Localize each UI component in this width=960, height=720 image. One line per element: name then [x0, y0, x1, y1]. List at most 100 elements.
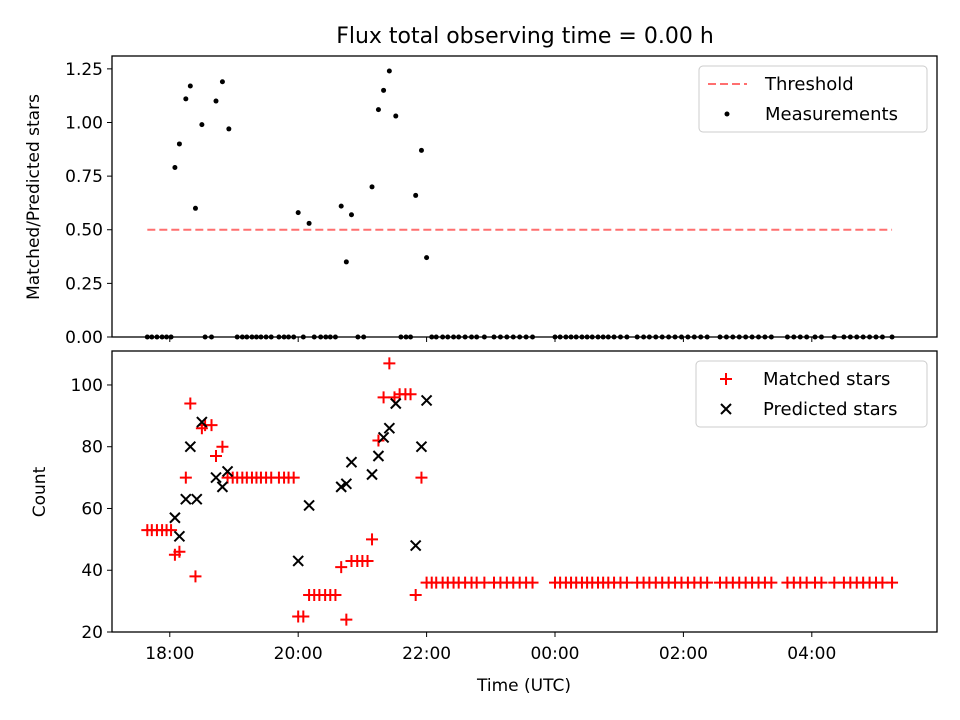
predicted-star-marker: [409, 539, 422, 552]
x-tick-label: 00:00: [530, 644, 579, 664]
predicted-star-marker: [169, 512, 181, 524]
matched-star-marker: [620, 576, 633, 589]
x-tick-label: 20:00: [274, 644, 323, 664]
top-legend: Threshold Measurements: [698, 65, 928, 133]
predicted-star-marker: [372, 450, 385, 462]
measurements-legend-label: Measurements: [765, 104, 898, 125]
matched-legend-swatch: [720, 373, 732, 385]
top-y-tick-label: 0.00: [65, 328, 103, 348]
measurement-point: [375, 107, 381, 113]
measurement-point: [199, 122, 205, 128]
matched-star-marker: [179, 471, 192, 484]
matched-star-marker: [404, 388, 417, 401]
matched-star-marker: [886, 576, 899, 589]
matched-star-marker: [361, 554, 374, 567]
bottom-ticks: 18:00 20:00 22:00 00:00 02:00 04:00 20 40 60 80 10…: [71, 376, 837, 664]
predicted-star-marker: [340, 478, 353, 490]
measurement-point: [424, 255, 430, 261]
x-tick-label: 22:00: [402, 644, 451, 664]
predicted-star-marker: [292, 555, 304, 567]
x-tick-label: 04:00: [787, 644, 836, 664]
matched-star-marker: [366, 533, 379, 546]
bottom-legend-box: [695, 360, 928, 428]
bottom-y-tick-label: 80: [81, 438, 103, 458]
matched-star-marker: [765, 576, 778, 589]
measurement-point: [295, 210, 301, 216]
top-panel: Flux total observing time = 0.00 h 0.00 0…: [24, 24, 938, 348]
measurement-point: [192, 205, 198, 211]
measurement-point: [187, 83, 193, 89]
bottom-y-tick-label: 20: [81, 623, 103, 643]
matched-star-marker: [173, 545, 186, 558]
predicted-legend-swatch: [720, 403, 732, 415]
x-axis-label: Time (UTC): [476, 676, 571, 696]
measurement-point: [213, 98, 219, 104]
bottom-panel: 18:00 20:00 22:00 00:00 02:00 04:00 20 40 60 80 10…: [30, 350, 938, 696]
measurements-legend-swatch: [724, 111, 730, 117]
bottom-axes-frame: [111, 350, 938, 633]
bottom-legend: Matched stars Predicted stars: [695, 360, 928, 428]
matched-star-marker: [383, 357, 396, 370]
top-y-tick-label: 0.75: [65, 167, 103, 187]
predicted-star-marker: [216, 481, 229, 493]
bottom-y-tick-label: 40: [81, 561, 103, 581]
predicted-star-marker: [420, 394, 433, 407]
matched-star-marker: [372, 434, 385, 447]
top-chart-title: Flux total observing time = 0.00 h: [336, 24, 714, 49]
x-tick-label: 18:00: [145, 644, 194, 664]
predicted-star-marker: [173, 530, 186, 542]
top-ticks: 0.00 0.25 0.50 0.75 1.00 1.25: [65, 60, 813, 348]
measurement-point: [219, 79, 225, 85]
predicted-star-marker: [390, 397, 402, 410]
matched-star-marker: [377, 391, 390, 404]
matched-legend-label: Matched stars: [763, 369, 890, 390]
top-y-axis-label: Matched/Predicted stars: [24, 94, 44, 300]
matched-star-marker: [205, 419, 218, 432]
measurement-point: [172, 165, 178, 171]
matched-star-marker: [216, 440, 229, 453]
predicted-star-marker: [184, 441, 197, 453]
predicted-legend-label: Predicted stars: [763, 399, 897, 420]
bottom-y-tick-label: 100: [71, 376, 103, 396]
predicted-star-marker: [303, 499, 315, 512]
threshold-legend-label: Threshold: [764, 74, 854, 95]
measurement-point: [343, 259, 349, 265]
measurement-point: [306, 220, 312, 226]
matched-star-marker: [184, 397, 197, 410]
predicted-star-marker: [191, 493, 203, 505]
predicted-star-marker: [196, 416, 208, 428]
matched-star-marker: [297, 610, 310, 623]
predicted-star-marker: [383, 422, 396, 434]
measurement-point: [176, 141, 182, 147]
matched-star-marker: [415, 471, 428, 484]
bottom-data-marks: [141, 357, 899, 626]
matched-star-marker: [189, 570, 202, 583]
measurement-point: [226, 126, 232, 132]
top-legend-box: [698, 65, 928, 133]
measurement-point: [413, 192, 419, 198]
top-y-tick-label: 0.25: [65, 274, 103, 294]
top-y-tick-label: 1.25: [65, 60, 103, 80]
predicted-star-marker: [415, 441, 428, 453]
predicted-star-marker: [335, 481, 347, 493]
measurement-point: [386, 68, 392, 74]
matched-star-marker: [287, 471, 300, 484]
predicted-star-marker: [180, 493, 192, 505]
top-y-tick-label: 0.50: [65, 221, 103, 241]
measurement-point: [393, 113, 399, 119]
top-axes-frame: [111, 55, 938, 338]
matched-star-marker: [340, 613, 353, 626]
x-tick-label: 02:00: [659, 644, 708, 664]
predicted-star-marker: [345, 456, 358, 468]
matched-star-marker: [701, 576, 714, 589]
matched-star-marker: [409, 588, 422, 601]
matched-star-marker: [329, 588, 342, 601]
measurement-point: [183, 96, 189, 102]
bottom-y-axis-label: Count: [30, 466, 50, 517]
measurement-point: [369, 184, 375, 190]
matched-star-marker: [815, 576, 828, 589]
matched-star-marker: [165, 524, 178, 537]
predicted-star-marker: [210, 471, 222, 484]
predicted-star-marker: [377, 431, 390, 444]
predicted-star-marker: [221, 465, 234, 478]
